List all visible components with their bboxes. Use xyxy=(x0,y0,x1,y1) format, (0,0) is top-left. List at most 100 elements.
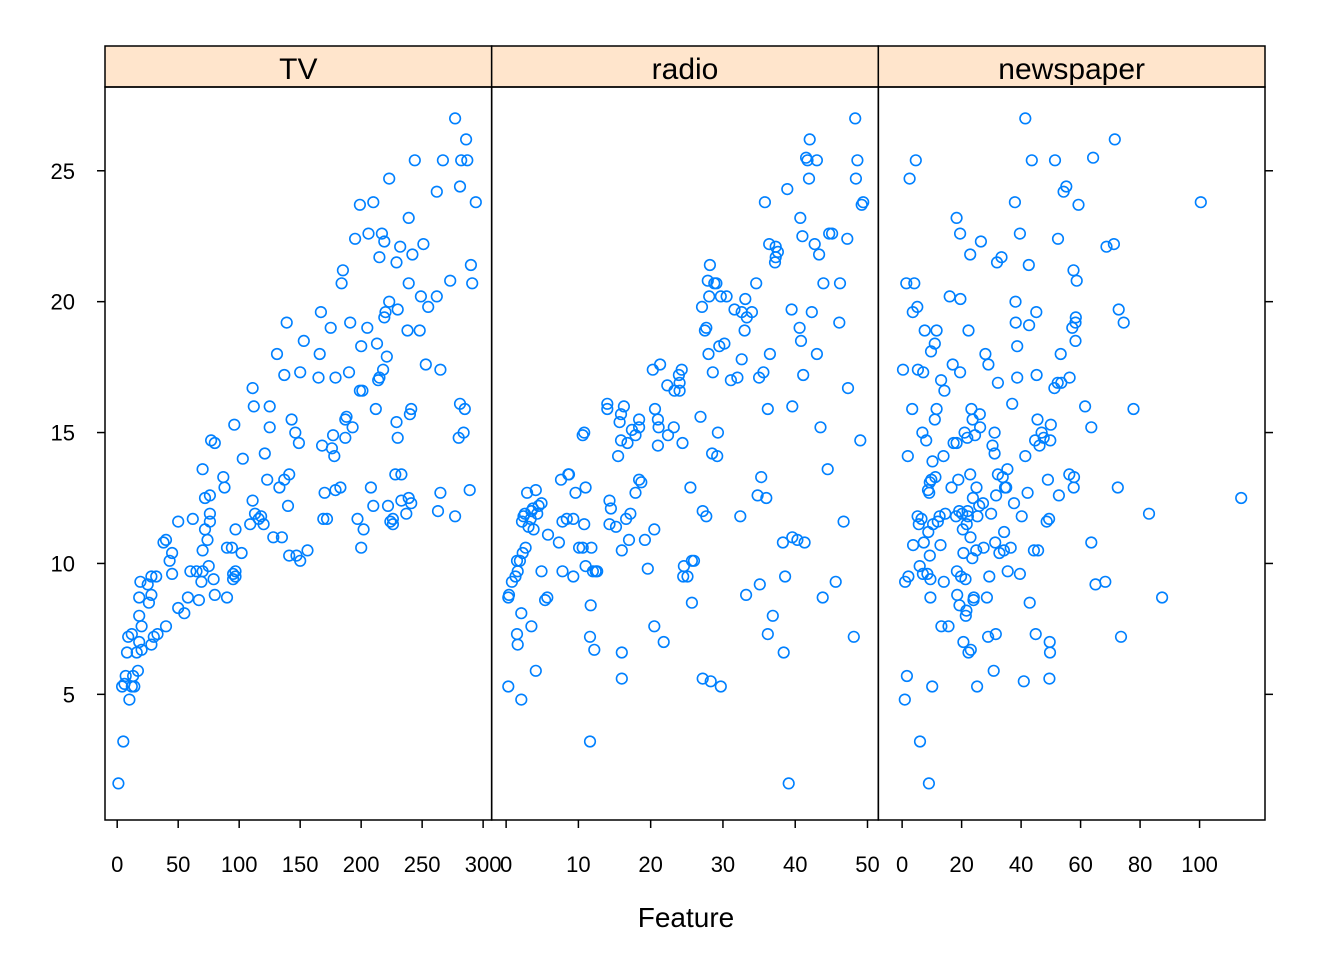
point-TV-71 xyxy=(246,494,259,507)
point-TV-13 xyxy=(133,635,146,649)
point-radio-171 xyxy=(794,211,807,224)
point-TV-132 xyxy=(364,481,378,494)
point-TV-159 xyxy=(395,494,408,507)
point-TV-47 xyxy=(198,523,212,536)
point-radio-26 xyxy=(531,507,544,520)
point-newspaper-55 xyxy=(943,290,956,303)
point-TV-181 xyxy=(444,274,457,287)
point-TV-125 xyxy=(353,198,367,211)
point-newspaper-203 xyxy=(1155,591,1169,604)
point-radio-123 xyxy=(706,366,719,379)
point-newspaper-161 xyxy=(1041,473,1054,486)
point-radio-179 xyxy=(803,133,816,146)
point-radio-7 xyxy=(511,638,524,651)
point-TV-168 xyxy=(406,248,419,261)
point-newspaper-68 xyxy=(953,366,967,379)
point-radio-132 xyxy=(720,290,733,303)
point-radio-6 xyxy=(510,627,524,641)
point-radio-199 xyxy=(849,172,863,185)
point-TV-21 xyxy=(133,609,146,622)
point-radio-177 xyxy=(801,154,814,167)
point-newspaper-129 xyxy=(1001,463,1014,476)
point-radio-40 xyxy=(567,512,580,526)
point-TV-109 xyxy=(327,429,340,442)
point-TV-79 xyxy=(261,473,274,486)
point-TV-191 xyxy=(461,154,474,167)
point-radio-129 xyxy=(714,290,727,303)
point-TV-103 xyxy=(316,439,329,452)
point-newspaper-114 xyxy=(988,447,1001,460)
point-TV-127 xyxy=(355,541,368,554)
point-TV-17 xyxy=(145,638,158,651)
point-newspaper-154 xyxy=(1030,368,1043,382)
point-TV-111 xyxy=(329,371,342,384)
point-newspaper-117 xyxy=(989,627,1002,641)
point-TV-131 xyxy=(362,227,375,240)
point-newspaper-194 xyxy=(1100,240,1113,253)
point-radio-175 xyxy=(798,536,811,549)
point-newspaper-185 xyxy=(1069,311,1082,324)
point-newspaper-156 xyxy=(1031,544,1045,557)
point-TV-65 xyxy=(229,570,242,583)
point-radio-96 xyxy=(667,421,680,434)
point-TV-30 xyxy=(159,533,173,547)
point-TV-61 xyxy=(225,541,238,554)
point-radio-162 xyxy=(777,646,790,659)
point-newspaper-82 xyxy=(961,510,975,523)
point-radio-148 xyxy=(755,471,768,484)
point-TV-48 xyxy=(202,559,215,573)
point-newspaper-12 xyxy=(909,154,922,167)
point-newspaper-126 xyxy=(997,525,1011,539)
point-radio-68 xyxy=(615,544,628,557)
point-radio-121 xyxy=(704,675,717,688)
point-TV-161 xyxy=(401,324,414,337)
point-TV-1 xyxy=(117,735,130,748)
point-TV-169 xyxy=(408,154,421,167)
point-TV-78 xyxy=(258,447,271,460)
point-newspaper-184 xyxy=(1069,316,1082,329)
point-newspaper-152 xyxy=(1029,627,1042,641)
point-TV-88 xyxy=(280,316,293,329)
point-newspaper-87 xyxy=(964,531,977,544)
point-newspaper-113 xyxy=(987,664,1000,677)
point-radio-143 xyxy=(745,306,759,319)
point-radio-181 xyxy=(808,238,821,251)
point-TV-114 xyxy=(335,277,348,290)
point-newspaper-56 xyxy=(945,481,958,494)
point-radio-51 xyxy=(583,735,597,748)
point-TV-153 xyxy=(390,256,403,269)
point-TV-170 xyxy=(413,324,426,337)
y-tick-label-20: 20 xyxy=(51,290,75,315)
point-TV-129 xyxy=(357,523,370,536)
point-radio-49 xyxy=(579,559,592,573)
point-newspaper-79 xyxy=(960,518,973,531)
point-radio-127 xyxy=(711,426,725,439)
point-radio-167 xyxy=(786,400,799,413)
point-radio-159 xyxy=(769,251,782,264)
point-radio-82 xyxy=(635,476,648,489)
point-newspaper-180 xyxy=(1067,264,1080,277)
point-radio-80 xyxy=(632,421,646,434)
point-newspaper-131 xyxy=(1004,541,1017,554)
x-tick-label-TV-0: 0 xyxy=(111,852,123,877)
point-newspaper-47 xyxy=(934,538,947,552)
point-radio-133 xyxy=(724,374,738,387)
point-radio-197 xyxy=(847,630,860,643)
point-newspaper-44 xyxy=(930,324,943,337)
point-newspaper-176 xyxy=(1060,180,1073,193)
point-TV-59 xyxy=(220,541,234,554)
point-newspaper-200 xyxy=(1117,316,1130,329)
point-TV-145 xyxy=(380,350,393,363)
point-newspaper-116 xyxy=(989,536,1002,549)
point-newspaper-98 xyxy=(970,680,984,693)
point-TV-66 xyxy=(228,418,241,431)
point-newspaper-155 xyxy=(1031,413,1044,426)
point-radio-42 xyxy=(569,486,582,499)
point-newspaper-136 xyxy=(1009,316,1022,329)
point-newspaper-8 xyxy=(906,402,919,416)
point-radio-137 xyxy=(735,353,748,366)
point-radio-55 xyxy=(588,643,601,656)
point-radio-183 xyxy=(810,154,824,167)
point-radio-75 xyxy=(624,507,637,520)
point-newspaper-198 xyxy=(1112,303,1125,316)
